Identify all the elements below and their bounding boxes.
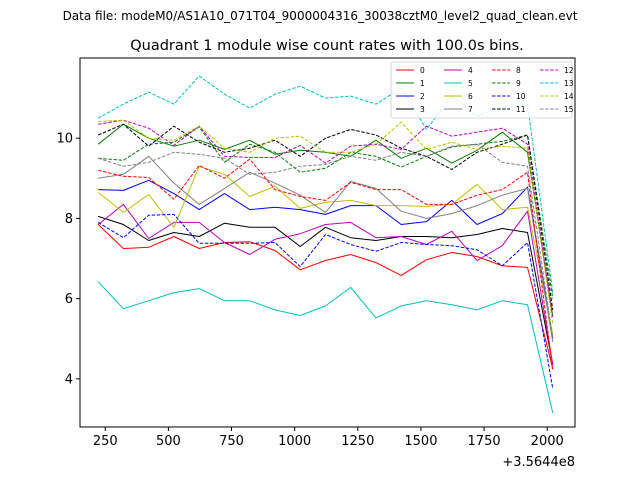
legend-label-module-15: 15 [564,105,574,114]
legend-label-module-3: 3 [420,105,425,114]
series-line-module-6 [97,165,554,335]
series-line-module-0 [97,224,554,369]
series-line-module-11 [98,123,554,310]
axes-frame [79,57,576,428]
legend-label-module-12: 12 [564,66,574,75]
legend-label-module-2: 2 [420,92,425,101]
legend-label-module-9: 9 [516,79,521,88]
legend-label-module-10: 10 [516,92,526,101]
legend-label-module-8: 8 [516,66,521,75]
series-line-module-8 [98,158,554,371]
series-line-module-3 [98,215,554,365]
x-axis-offset-label: +3.5644e8 [502,455,575,470]
y-axis: 4 6 8 10 [56,132,80,387]
chart-title: Quadrant 1 module wise count rates with … [130,38,524,54]
series-line-module-15 [98,143,554,339]
x-tick-label: 1250 [341,434,374,449]
legend-label-module-5: 5 [468,79,473,88]
y-tick-label: 4 [65,372,73,387]
x-tick-label: 1500 [404,434,437,449]
legend-frame [390,61,573,119]
x-tick-label: 2000 [531,434,564,449]
x-tick-label: 750 [219,434,244,449]
y-tick-label: 6 [65,292,73,307]
series-line-module-2 [98,179,554,339]
legend-label-module-1: 1 [420,79,425,88]
x-tick-label: 250 [93,434,118,449]
series-line-module-5 [97,281,554,414]
legend-label-module-11: 11 [516,105,526,114]
legend-label-module-7: 7 [468,105,473,114]
series-line-module-14 [98,119,554,325]
plot-area [97,75,554,414]
x-axis: 250 500 750 1000 1250 1500 1750 2000 [93,427,564,449]
x-tick-label: 500 [156,434,181,449]
legend-label-module-0: 0 [420,66,425,75]
series-line-module-10 [97,213,554,389]
series-line-module-12 [98,119,554,319]
series-line-module-4 [97,203,554,365]
legend-label-module-6: 6 [468,92,473,101]
legend-label-module-14: 14 [564,92,574,101]
series-line-module-1 [97,123,554,317]
figure-suptitle: Data file: modeM0/AS1A10_071T04_90000043… [63,9,578,23]
y-tick-label: 10 [56,132,73,147]
legend-label-module-13: 13 [564,79,574,88]
x-tick-label: 1000 [278,434,311,449]
x-tick-label: 1750 [468,434,501,449]
series-line-module-7 [98,155,554,343]
legend-label-module-4: 4 [468,66,473,75]
y-tick-label: 8 [65,212,73,227]
